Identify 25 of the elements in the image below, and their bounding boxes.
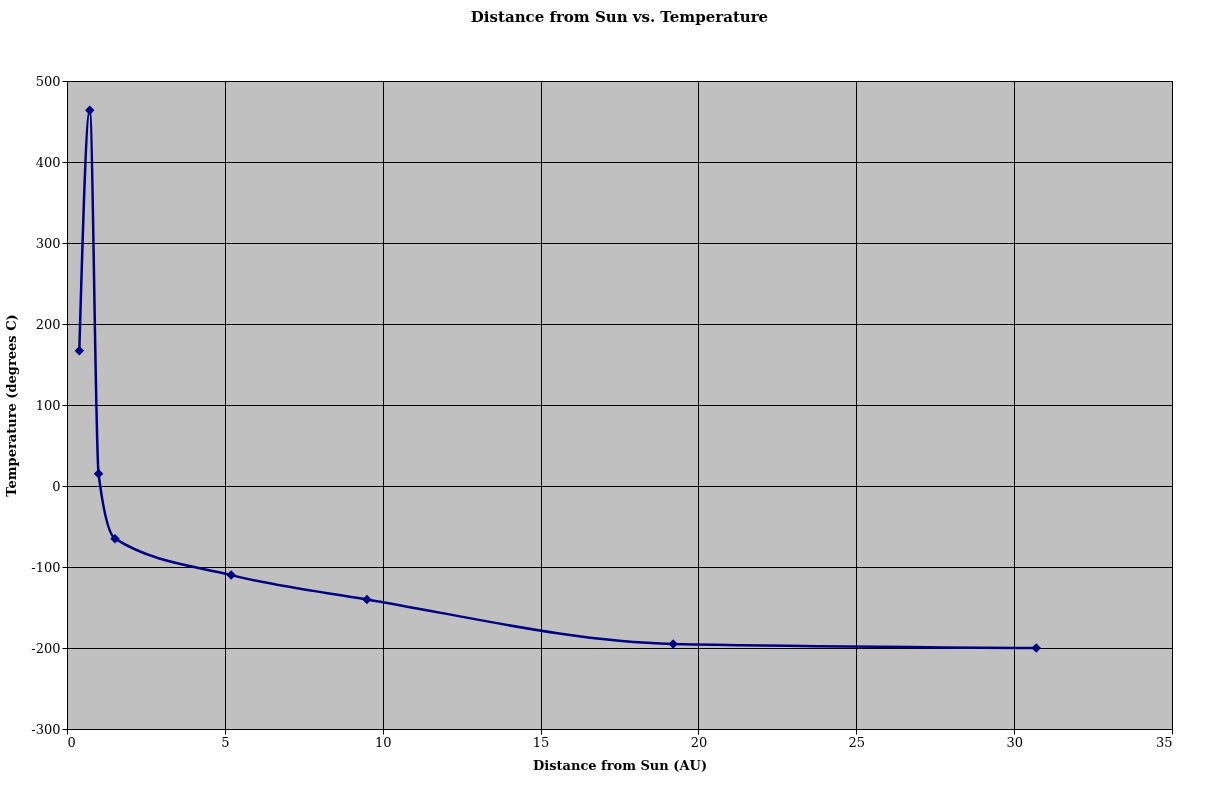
x-tick-label: 10	[374, 734, 392, 750]
x-tick-label: 5	[221, 734, 230, 750]
x-tick-label: 20	[690, 734, 708, 750]
x-tick-label: 35	[1155, 734, 1173, 750]
y-tick-label: -200	[31, 640, 61, 656]
y-tick-label: 100	[35, 397, 61, 413]
y-tick-label: 500	[35, 73, 61, 89]
point	[362, 594, 372, 605]
x-tick-label: 30	[1006, 734, 1023, 750]
point	[110, 533, 120, 544]
y-tick-label: 0	[52, 478, 61, 494]
y-tick-label: 400	[35, 154, 61, 170]
x-tick-label: 25	[848, 734, 866, 750]
point	[74, 345, 85, 356]
y-tick-label: 200	[35, 316, 61, 332]
y-tick-label: -300	[31, 721, 61, 737]
point	[84, 105, 95, 115]
x-tick-label: 0	[67, 734, 76, 750]
chart-title: Distance from Sun vs. Temperature	[470, 8, 769, 26]
x-axis-title: Distance from Sun (AU)	[532, 757, 708, 773]
y-tick-label: 300	[35, 235, 61, 251]
y-tick-label: -100	[31, 559, 61, 575]
point	[93, 469, 104, 479]
x-tick-label: 15	[532, 734, 550, 750]
y-axis-title: Temperature (degrees C)	[4, 314, 20, 497]
